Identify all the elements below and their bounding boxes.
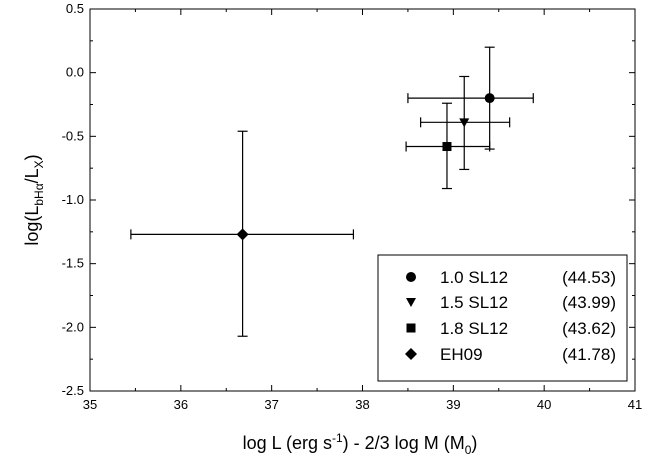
y-axis-ticks: 0.5 0.0 -0.5 -1.0 -1.5 -2.0 -2.5 <box>62 1 635 398</box>
x-tick-label: 36 <box>174 397 188 412</box>
y-tick-label: -1.5 <box>62 256 84 271</box>
legend-marker <box>406 323 416 333</box>
x-tick-label: 38 <box>355 397 369 412</box>
x-axis-ticks: 35 36 37 38 39 40 41 <box>83 9 642 412</box>
legend-label: 1.0 SL12 <box>440 268 508 287</box>
y-tick-label: -2.5 <box>62 383 84 398</box>
series-point <box>407 46 534 150</box>
x-axis-title: log L (erg s-1) - 2/3 log M (M0) <box>243 431 478 457</box>
series-point <box>130 130 355 337</box>
legend-value: (43.99) <box>562 293 616 312</box>
y-tick-label: 0.5 <box>66 1 84 16</box>
data-marker <box>459 118 470 128</box>
legend-value: (43.62) <box>562 319 616 338</box>
y-axis-title: log(LbHα/LX) <box>22 154 46 245</box>
series-point <box>405 102 491 190</box>
data-marker <box>442 142 452 152</box>
legend-label: 1.8 SL12 <box>440 319 508 338</box>
x-tick-label: 35 <box>83 397 97 412</box>
data-marker <box>236 228 249 241</box>
legend-box <box>377 254 628 382</box>
y-tick-label: -0.5 <box>62 128 84 143</box>
data-marker <box>484 93 495 104</box>
y-tick-label: -1.0 <box>62 192 84 207</box>
y-tick-label: -2.0 <box>62 319 84 334</box>
legend-marker <box>406 272 416 282</box>
legend-value: (41.78) <box>562 345 616 364</box>
x-tick-label: 41 <box>628 397 642 412</box>
data-points <box>130 46 534 337</box>
legend-marker <box>406 298 416 307</box>
x-tick-label: 40 <box>537 397 551 412</box>
y-tick-label: 0.0 <box>66 65 84 80</box>
legend-marker <box>405 348 417 360</box>
series-point <box>420 75 511 171</box>
x-tick-label: 37 <box>264 397 278 412</box>
legend-label: 1.5 SL12 <box>440 293 508 312</box>
legend: 1.0 SL12 (44.53) 1.5 SL12 (43.99) 1.8 SL12 (4… <box>377 254 628 382</box>
legend-value: (44.53) <box>562 268 616 287</box>
x-tick-label: 39 <box>446 397 460 412</box>
legend-label: EH09 <box>440 345 483 364</box>
